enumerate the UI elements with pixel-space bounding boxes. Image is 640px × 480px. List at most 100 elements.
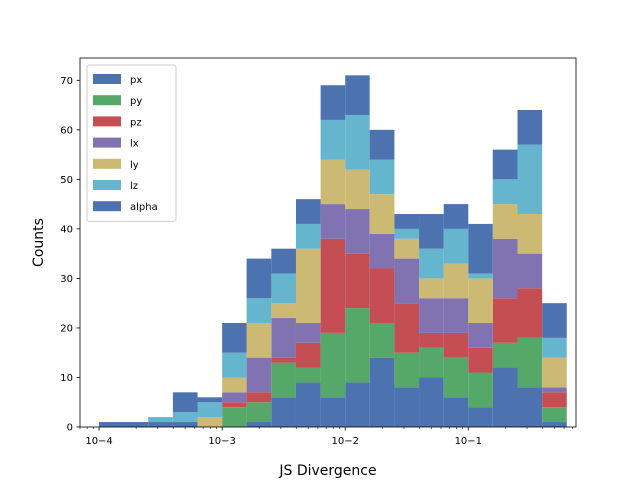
bar-px-bin-3 — [172, 422, 198, 427]
bar-px-bin-6 — [246, 422, 272, 427]
legend-label-px: px — [130, 75, 142, 86]
bar-pz-bin-9 — [320, 238, 346, 333]
legend-swatch-px — [93, 74, 121, 84]
bar-lz-bin-15 — [468, 273, 493, 279]
bar-py-bin-18 — [542, 407, 567, 423]
bar-lx-bin-17 — [517, 253, 543, 289]
legend-label-pz: pz — [130, 117, 142, 128]
bar-lx-bin-10 — [345, 209, 370, 254]
bar-alpha-bin-6 — [246, 258, 272, 299]
bar-ly-bin-15 — [468, 278, 493, 323]
bar-px-bin-8 — [295, 382, 321, 427]
bar-px-bin-11 — [369, 357, 395, 427]
y-tick-label: 30 — [60, 274, 73, 285]
bar-ly-bin-10 — [345, 169, 370, 210]
bar-ly-bin-8 — [295, 248, 321, 323]
bar-lz-bin-16 — [492, 179, 518, 205]
legend-label-lz: lz — [130, 181, 138, 192]
bar-ly-bin-7 — [271, 303, 296, 319]
x-tick-label: 10−2 — [331, 436, 358, 447]
bar-ly-bin-16 — [492, 204, 518, 239]
bar-px-bin-13 — [419, 377, 444, 427]
bar-alpha-bin-14 — [443, 204, 469, 229]
bar-ly-bin-18 — [542, 357, 567, 388]
y-tick-label: 20 — [60, 323, 73, 334]
legend-swatch-alpha — [93, 201, 121, 212]
bar-pz-bin-7 — [271, 357, 296, 363]
bar-pz-bin-14 — [443, 332, 469, 358]
bar-pz-bin-17 — [517, 288, 543, 338]
bar-lz-bin-11 — [369, 159, 395, 195]
bar-ly-bin-17 — [517, 214, 543, 254]
bar-pz-bin-15 — [468, 347, 493, 373]
bar-alpha-bin-11 — [369, 129, 395, 160]
bar-px-bin-16 — [492, 367, 518, 427]
bar-lx-bin-7 — [271, 318, 296, 358]
bar-ly-bin-5 — [222, 377, 247, 393]
bar-px-bin-2 — [148, 422, 173, 427]
bar-py-bin-8 — [295, 367, 321, 383]
bar-ly-bin-13 — [419, 278, 444, 299]
bar-pz-bin-6 — [246, 392, 272, 403]
bar-alpha-bin-5 — [222, 322, 247, 353]
bar-lx-bin-16 — [492, 238, 518, 299]
legend-label-py: py — [130, 96, 142, 107]
bar-lz-bin-2 — [148, 417, 173, 423]
legend-label-alpha: alpha — [130, 202, 158, 213]
bar-px-bin-17 — [517, 387, 543, 427]
legend-swatch-lz — [93, 180, 121, 190]
legend-swatch-ly — [93, 158, 121, 169]
bar-py-bin-6 — [246, 402, 272, 423]
bar-lx-bin-5 — [222, 392, 247, 403]
bar-pz-bin-5 — [222, 402, 247, 408]
bar-py-bin-10 — [345, 308, 370, 383]
y-tick-label: 60 — [60, 125, 73, 136]
y-tick-label: 70 — [60, 76, 73, 87]
bar-ly-bin-12 — [394, 238, 420, 259]
bar-lz-bin-13 — [419, 248, 444, 279]
bar-py-bin-11 — [369, 322, 395, 358]
plot-frame — [79, 57, 577, 428]
bar-alpha-bin-4 — [197, 397, 223, 403]
bar-py-bin-14 — [443, 357, 469, 398]
bar-ly-bin-9 — [320, 159, 346, 205]
bar-lx-bin-15 — [468, 322, 493, 348]
y-tick-label: 50 — [60, 175, 73, 186]
bar-alpha-bin-9 — [320, 85, 346, 120]
bar-lz-bin-17 — [517, 144, 543, 215]
bar-alpha-bin-18 — [542, 303, 567, 338]
bar-px-bin-7 — [271, 397, 296, 427]
bar-ly-bin-11 — [369, 194, 395, 234]
x-axis-label: JS Divergence — [278, 463, 376, 479]
bar-px-bin-0 — [99, 422, 124, 427]
bar-lx-bin-12 — [394, 258, 420, 304]
bar-alpha-bin-12 — [394, 214, 420, 229]
bar-pz-bin-18 — [542, 392, 567, 408]
bars-layer — [99, 75, 567, 427]
y-tick-label: 40 — [60, 224, 73, 235]
bar-lx-bin-13 — [419, 298, 444, 333]
bar-alpha-bin-15 — [468, 223, 493, 274]
bar-lz-bin-3 — [172, 412, 198, 423]
x-tick-label: 10−1 — [455, 436, 482, 447]
bar-lx-bin-14 — [443, 298, 469, 333]
bar-px-bin-10 — [345, 382, 370, 427]
bar-pz-bin-8 — [295, 342, 321, 368]
bar-py-bin-7 — [271, 362, 296, 398]
bar-pz-bin-10 — [345, 253, 370, 309]
bar-lx-bin-18 — [542, 387, 567, 393]
bar-lz-bin-4 — [197, 402, 223, 418]
bar-py-bin-15 — [468, 372, 493, 408]
bar-lz-bin-10 — [345, 114, 370, 170]
bar-alpha-bin-13 — [419, 214, 444, 249]
bar-lx-bin-11 — [369, 233, 395, 269]
legend-label-ly: ly — [130, 160, 139, 171]
bar-alpha-bin-7 — [271, 248, 296, 274]
legend: px py pz lx ly lz alpha — [86, 64, 177, 222]
bar-pz-bin-12 — [394, 303, 420, 353]
bar-lx-bin-6 — [246, 357, 272, 393]
bar-pz-bin-13 — [419, 332, 444, 348]
x-tick-label: 10−3 — [208, 436, 235, 447]
bar-alpha-bin-17 — [517, 110, 543, 145]
